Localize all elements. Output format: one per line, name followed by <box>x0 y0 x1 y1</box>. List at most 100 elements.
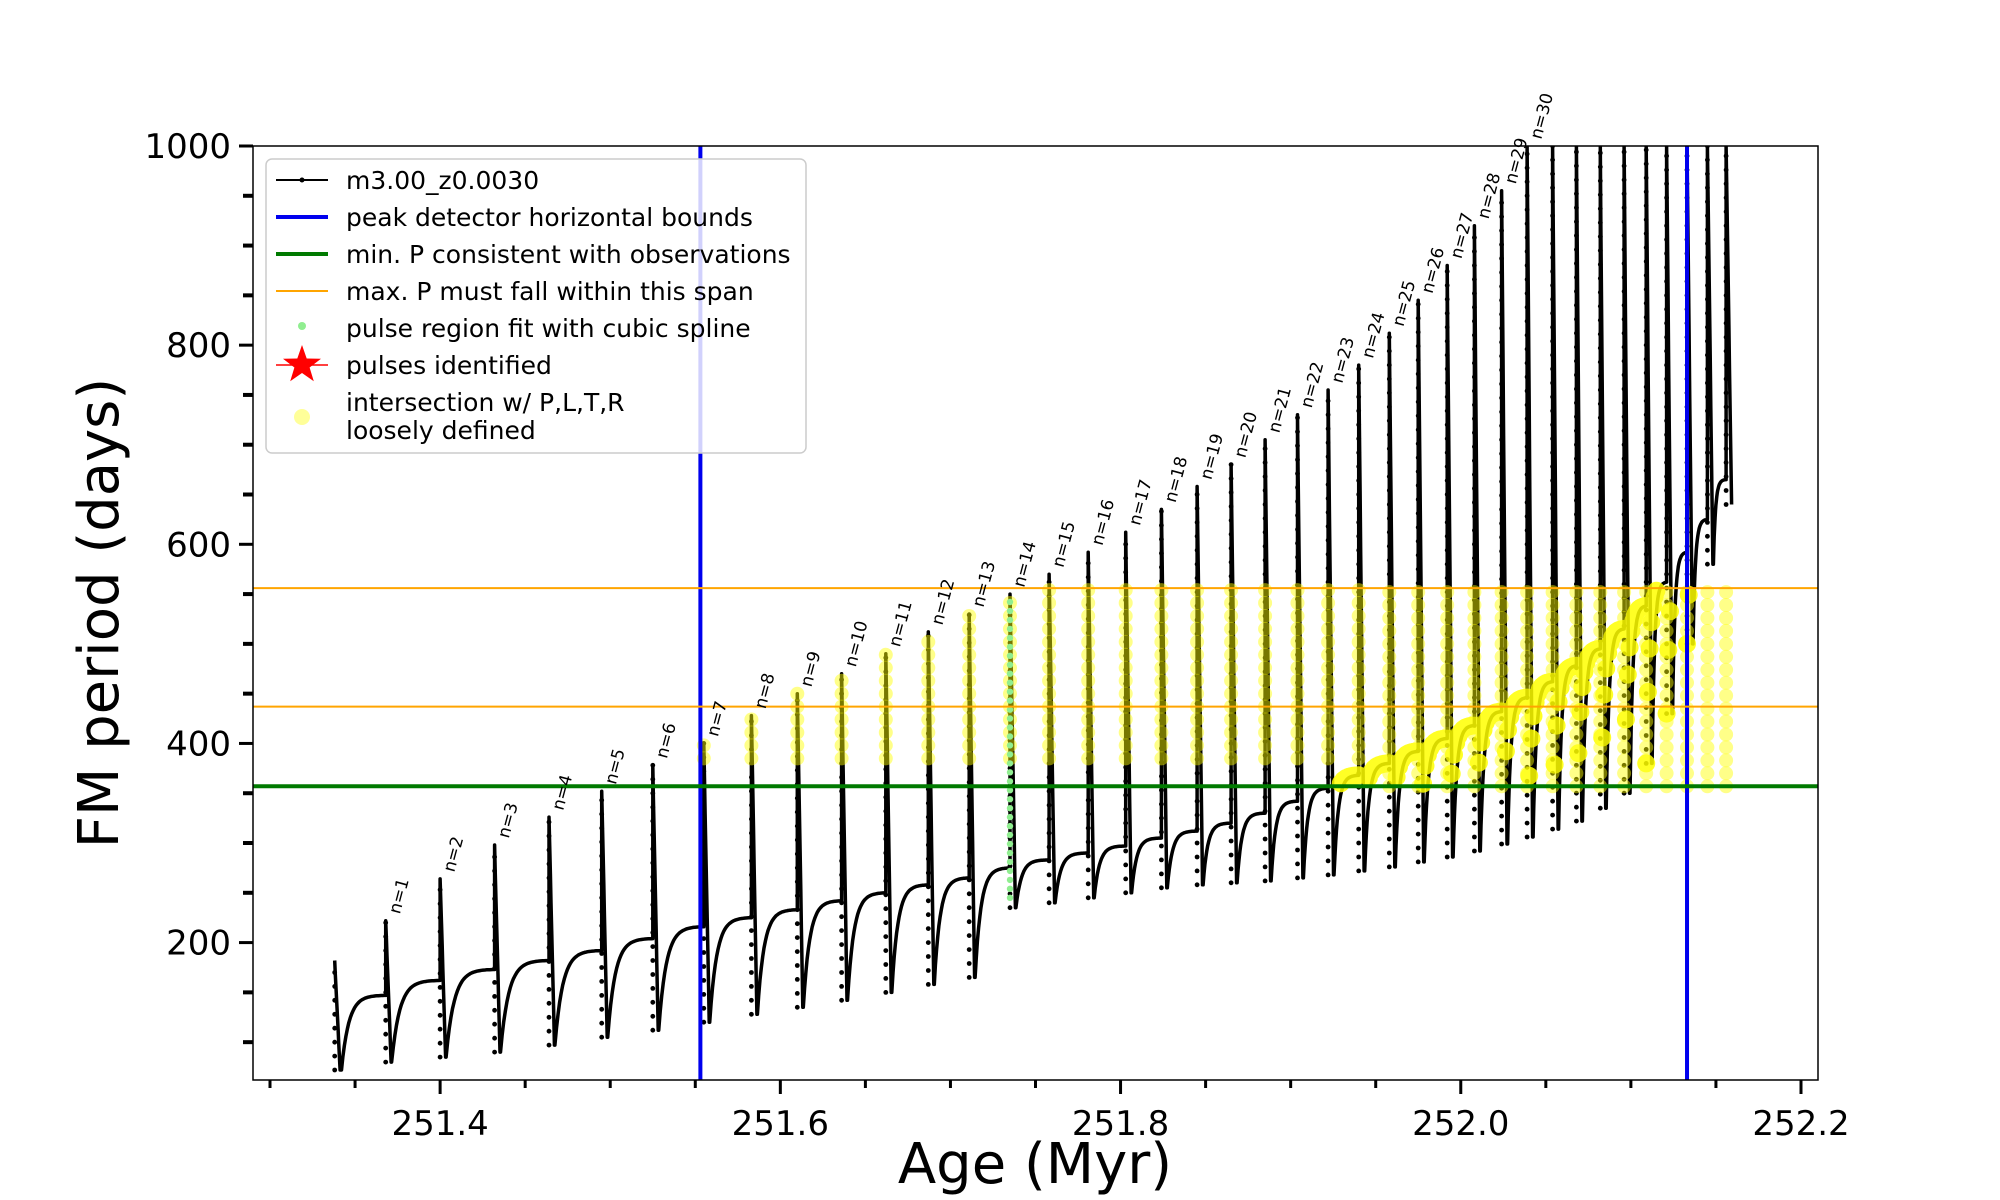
track-marker <box>794 893 800 899</box>
intersection-point <box>1321 712 1336 727</box>
intersection-point <box>921 647 936 662</box>
intersection-point <box>1382 636 1397 651</box>
track-marker <box>1597 777 1603 783</box>
intersection-point <box>1545 740 1560 755</box>
track-marker <box>1597 805 1603 811</box>
intersection-point <box>1224 634 1239 649</box>
track-marker <box>1194 757 1200 762</box>
intersection-point <box>1411 675 1426 690</box>
intersection-point <box>1617 688 1632 703</box>
intersection-point <box>1569 598 1584 612</box>
intersection-point <box>1190 725 1205 740</box>
track-marker <box>1705 394 1710 400</box>
track-marker <box>1386 432 1392 438</box>
track-marker <box>1386 543 1392 549</box>
track-marker <box>1123 723 1129 728</box>
track-marker <box>1262 864 1268 870</box>
track-marker <box>1123 541 1129 547</box>
track-marker <box>1550 659 1555 665</box>
track-marker <box>1597 220 1603 226</box>
track-marker <box>332 1039 338 1045</box>
intersection-point <box>1290 686 1305 701</box>
track-marker <box>1723 418 1729 424</box>
track-marker <box>1386 446 1392 452</box>
track-marker <box>1262 794 1268 800</box>
track-marker <box>650 790 656 796</box>
track-marker <box>1499 618 1504 624</box>
track-marker <box>749 872 754 878</box>
spline-point <box>1006 607 1014 615</box>
intersection-point <box>1700 714 1715 729</box>
track-marker <box>1524 304 1530 310</box>
track-marker <box>1597 359 1603 365</box>
intersection-point <box>1042 596 1057 610</box>
legend-entry-3: min. P consistent with observations <box>276 240 791 269</box>
track-marker <box>1550 296 1555 302</box>
track-marker <box>1574 233 1579 239</box>
track-marker <box>1194 673 1200 679</box>
track-marker <box>1386 502 1392 507</box>
legend-entry-5: pulse region fit with cubic spline <box>298 314 751 343</box>
track-marker <box>383 962 389 967</box>
track-marker <box>749 942 754 947</box>
intersection-point <box>1467 598 1482 612</box>
track-marker <box>1356 798 1362 804</box>
track-marker <box>1262 822 1268 828</box>
intersection-point <box>1545 649 1560 664</box>
intersection-point <box>962 712 977 727</box>
track-marker <box>1499 256 1504 261</box>
intersection-point <box>1382 611 1397 625</box>
track-marker <box>599 937 605 942</box>
track-marker <box>1415 343 1421 349</box>
intersection-point <box>962 686 977 701</box>
track-marker <box>1295 722 1300 727</box>
intersection-point <box>1494 598 1509 612</box>
track-marker <box>1705 199 1710 205</box>
track-marker <box>1499 590 1504 596</box>
track-marker <box>1228 741 1234 746</box>
track-marker <box>1046 858 1052 864</box>
track-marker <box>1194 729 1200 734</box>
intersection-point <box>1224 609 1239 623</box>
track-marker <box>1723 488 1729 493</box>
track-marker <box>1643 454 1649 460</box>
track-marker <box>1472 486 1477 491</box>
track-marker <box>1574 386 1579 392</box>
intersection-point <box>834 725 849 740</box>
track-marker <box>1524 193 1530 199</box>
track-marker <box>883 850 889 856</box>
spline-point <box>1006 625 1014 633</box>
intersection-point <box>1640 639 1659 658</box>
intersection-point <box>790 751 805 766</box>
track-marker <box>701 922 707 928</box>
track-marker <box>1472 402 1477 408</box>
track-marker <box>650 860 656 866</box>
track-marker <box>1621 484 1627 489</box>
track-marker <box>1472 528 1477 533</box>
track-marker <box>599 811 605 817</box>
track-marker <box>1705 157 1710 163</box>
track-marker <box>1499 367 1504 373</box>
track-marker <box>794 712 800 717</box>
track-marker <box>1159 885 1164 891</box>
track-marker <box>1046 733 1052 738</box>
track-marker <box>925 954 931 959</box>
track-marker <box>1386 460 1392 465</box>
intersection-point <box>744 751 759 766</box>
intersection-point <box>1081 621 1096 636</box>
track-marker <box>1228 838 1234 844</box>
track-marker <box>1194 603 1200 609</box>
track-marker <box>1085 616 1091 622</box>
intersection-point <box>1118 673 1133 688</box>
track-marker <box>1386 376 1392 382</box>
track-marker <box>1621 735 1627 740</box>
track-marker <box>966 821 972 827</box>
track-marker <box>1597 206 1603 212</box>
track-marker <box>1444 840 1450 846</box>
track-marker <box>1123 806 1129 812</box>
track-marker <box>1550 283 1555 288</box>
track-marker <box>546 819 552 825</box>
track-marker <box>839 677 844 683</box>
track-marker <box>1499 479 1504 484</box>
track-marker <box>966 752 972 757</box>
